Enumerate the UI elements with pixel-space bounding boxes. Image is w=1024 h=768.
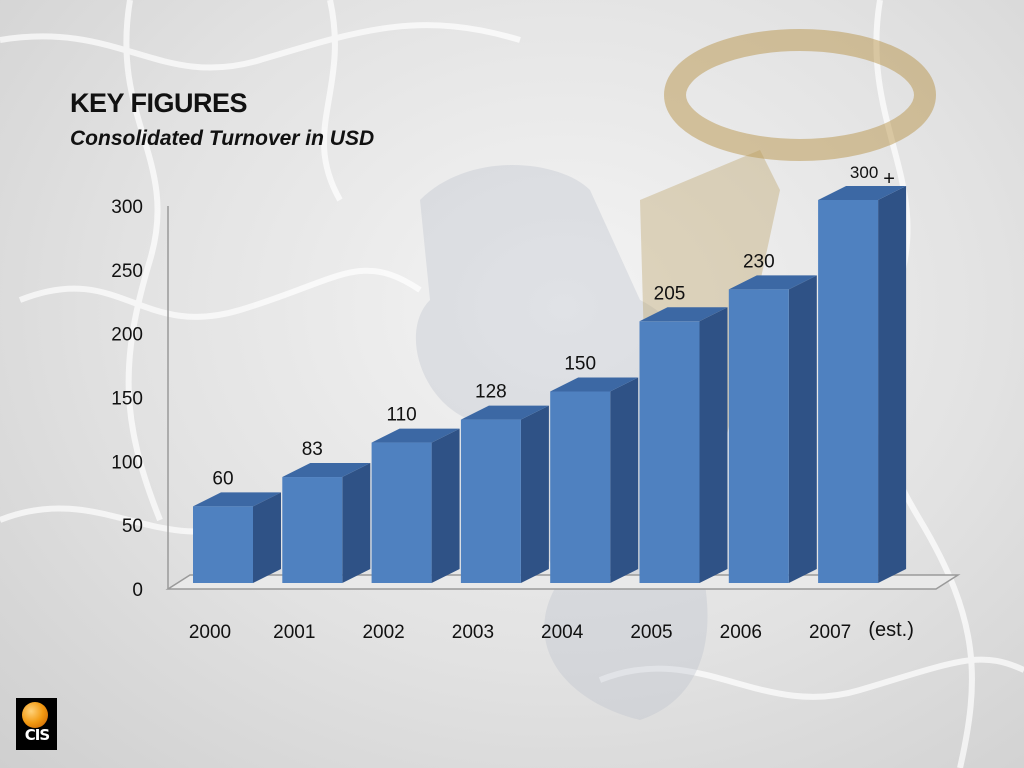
data-label: 300 bbox=[850, 163, 878, 182]
bar-side bbox=[431, 428, 460, 583]
bar bbox=[639, 321, 700, 583]
data-label-suffix: + bbox=[883, 168, 895, 190]
y-tick-label: 50 bbox=[122, 516, 143, 537]
y-tick-label: 250 bbox=[111, 261, 143, 282]
x-tick-label: 2001 bbox=[273, 622, 315, 643]
bar-side bbox=[253, 492, 281, 583]
bar-top bbox=[639, 307, 728, 322]
bar bbox=[460, 419, 521, 583]
slide-title: KEY FIGURES bbox=[70, 88, 248, 118]
bar-top bbox=[460, 405, 549, 420]
bar-side bbox=[342, 463, 371, 583]
bar-top bbox=[282, 463, 371, 478]
bar-top bbox=[818, 186, 907, 200]
bar bbox=[550, 391, 611, 583]
bar-side bbox=[699, 307, 728, 583]
x-tick-label: 2002 bbox=[362, 622, 404, 643]
bar-top bbox=[550, 377, 639, 392]
bar bbox=[282, 477, 343, 583]
data-label: 230 bbox=[743, 251, 775, 272]
bar-side bbox=[878, 186, 907, 583]
bar-side bbox=[610, 377, 639, 583]
y-tick-label: 100 bbox=[111, 452, 143, 473]
bar-side bbox=[520, 405, 549, 583]
data-label: 128 bbox=[475, 382, 507, 403]
data-label: 110 bbox=[386, 405, 416, 426]
y-tick-label: 0 bbox=[132, 580, 143, 601]
x-tick-label: 2006 bbox=[720, 622, 762, 643]
bar-top bbox=[193, 492, 281, 507]
x-tick-label: 2005 bbox=[630, 622, 672, 643]
x-tick-label: 2000 bbox=[189, 622, 231, 643]
y-tick-label: 200 bbox=[111, 325, 143, 346]
data-label: 150 bbox=[564, 354, 596, 375]
logo-ball-icon bbox=[22, 702, 48, 728]
data-label: 60 bbox=[212, 468, 233, 489]
x-tick-label: 2003 bbox=[452, 622, 494, 643]
logo-text: CIS bbox=[24, 726, 50, 744]
company-logo: CIS bbox=[16, 698, 57, 750]
bar-top bbox=[728, 275, 817, 290]
y-tick-label: 150 bbox=[111, 389, 143, 410]
y-tick-label: 300 bbox=[111, 197, 143, 218]
bar bbox=[728, 289, 789, 583]
x-tick-note: (est.) bbox=[868, 619, 914, 641]
slide-subtitle: Consolidated Turnover in USD bbox=[70, 127, 375, 150]
data-label: 205 bbox=[654, 283, 686, 304]
bar bbox=[371, 442, 432, 583]
x-tick-label: 2004 bbox=[541, 622, 584, 643]
bar bbox=[818, 200, 879, 583]
x-tick-label: 2007 bbox=[809, 622, 851, 643]
bar-top bbox=[371, 428, 460, 443]
bar bbox=[193, 506, 253, 583]
bar-side bbox=[788, 275, 817, 583]
data-label: 83 bbox=[302, 439, 323, 460]
